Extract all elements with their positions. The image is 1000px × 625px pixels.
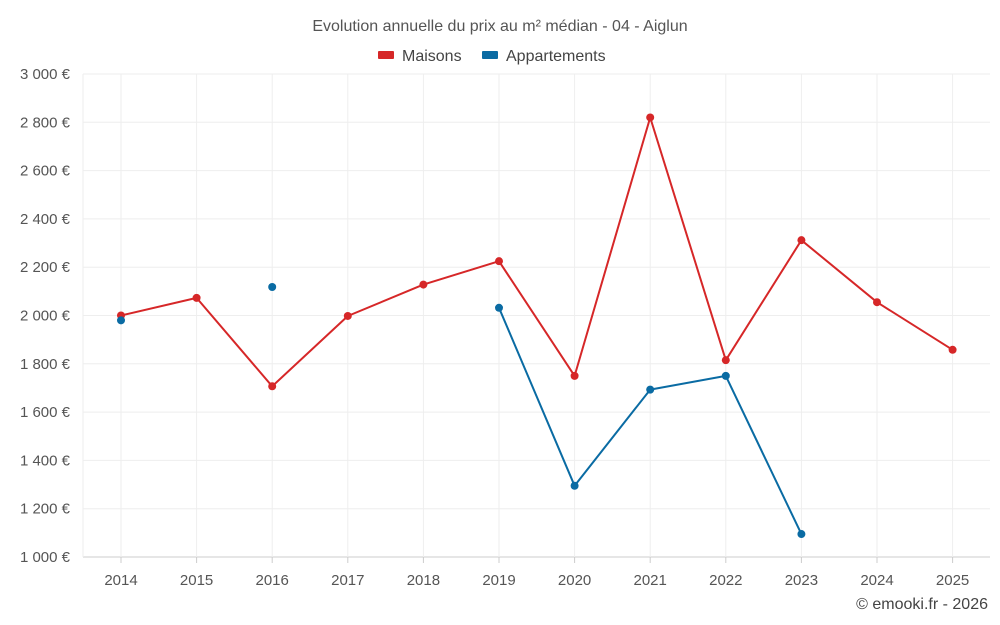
data-point-maisons-2017[interactable] bbox=[343, 311, 352, 320]
data-point-maisons-2015[interactable] bbox=[192, 293, 201, 302]
data-point-appartements-2016[interactable] bbox=[268, 283, 277, 292]
legend-label-appartements: Appartements bbox=[506, 48, 606, 65]
data-point-appartements-2014[interactable] bbox=[117, 316, 125, 325]
legend-item-maisons[interactable]: Maisons bbox=[378, 48, 462, 65]
grid-lines bbox=[83, 73, 990, 558]
legend-swatch-appartements bbox=[482, 51, 498, 59]
x-tick-label: 2023 bbox=[785, 572, 818, 589]
y-tick-label: 1 600 € bbox=[20, 404, 71, 421]
data-point-appartements-2022[interactable] bbox=[721, 371, 730, 380]
axes: 1 000 € 1 200 € 1 400 € 1 600 € 1 800 € 2 000… bbox=[20, 66, 969, 589]
legend-label-maisons: Maisons bbox=[402, 48, 462, 65]
data-point-maisons-2020[interactable] bbox=[570, 371, 579, 380]
x-tick-label: 2015 bbox=[180, 572, 213, 589]
data-point-maisons-2024[interactable] bbox=[873, 298, 881, 307]
y-tick-label: 2 200 € bbox=[20, 259, 71, 276]
data-point-appartements-2020[interactable] bbox=[570, 481, 579, 490]
data-point-maisons-2023[interactable] bbox=[797, 236, 806, 245]
data-point-maisons-2016[interactable] bbox=[268, 382, 277, 391]
legend-item-appartements[interactable]: Appartements bbox=[482, 48, 606, 65]
x-tick-label: 2024 bbox=[860, 572, 893, 589]
y-tick-label: 1 200 € bbox=[20, 501, 71, 518]
y-tick-label: 2 000 € bbox=[20, 308, 71, 325]
y-tick-label: 1 800 € bbox=[20, 356, 71, 373]
data-point-maisons-2021[interactable] bbox=[646, 113, 655, 122]
legend[interactable]: Maisons Appartements bbox=[378, 48, 606, 65]
data-point-maisons-2025[interactable] bbox=[948, 345, 957, 354]
y-tick-label: 2 600 € bbox=[20, 163, 71, 180]
x-tick-label: 2018 bbox=[407, 572, 440, 589]
y-tick-label: 1 000 € bbox=[20, 549, 71, 566]
y-tick-label: 2 400 € bbox=[20, 211, 71, 228]
y-tick-label: 1 400 € bbox=[20, 452, 71, 469]
x-tick-label: 2020 bbox=[558, 572, 591, 589]
y-tick-label: 2 800 € bbox=[20, 114, 71, 131]
data-point-appartements-2021[interactable] bbox=[646, 385, 655, 394]
series-line-maisons bbox=[120, 116, 954, 388]
y-tick-label: 3 000 € bbox=[20, 66, 71, 83]
data-point-maisons-2022[interactable] bbox=[721, 356, 730, 365]
x-tick-label: 2019 bbox=[482, 572, 515, 589]
legend-swatch-maisons bbox=[378, 51, 394, 59]
credit-text: © emooki.fr - 2026 bbox=[856, 596, 988, 613]
x-tick-label: 2025 bbox=[936, 572, 969, 589]
x-tick-label: 2016 bbox=[256, 572, 289, 589]
series-layer bbox=[120, 116, 954, 535]
data-point-appartements-2023[interactable] bbox=[797, 530, 806, 539]
x-tick-label: 2022 bbox=[709, 572, 742, 589]
chart-title: Evolution annuelle du prix au m² médian … bbox=[312, 18, 687, 35]
data-point-appartements-2019[interactable] bbox=[495, 303, 503, 312]
x-tick-label: 2017 bbox=[331, 572, 364, 589]
data-point-maisons-2019[interactable] bbox=[495, 257, 503, 266]
x-tick-label: 2014 bbox=[104, 572, 137, 589]
points-layer bbox=[117, 113, 957, 539]
x-tick-label: 2021 bbox=[634, 572, 667, 589]
data-point-maisons-2018[interactable] bbox=[419, 280, 428, 289]
